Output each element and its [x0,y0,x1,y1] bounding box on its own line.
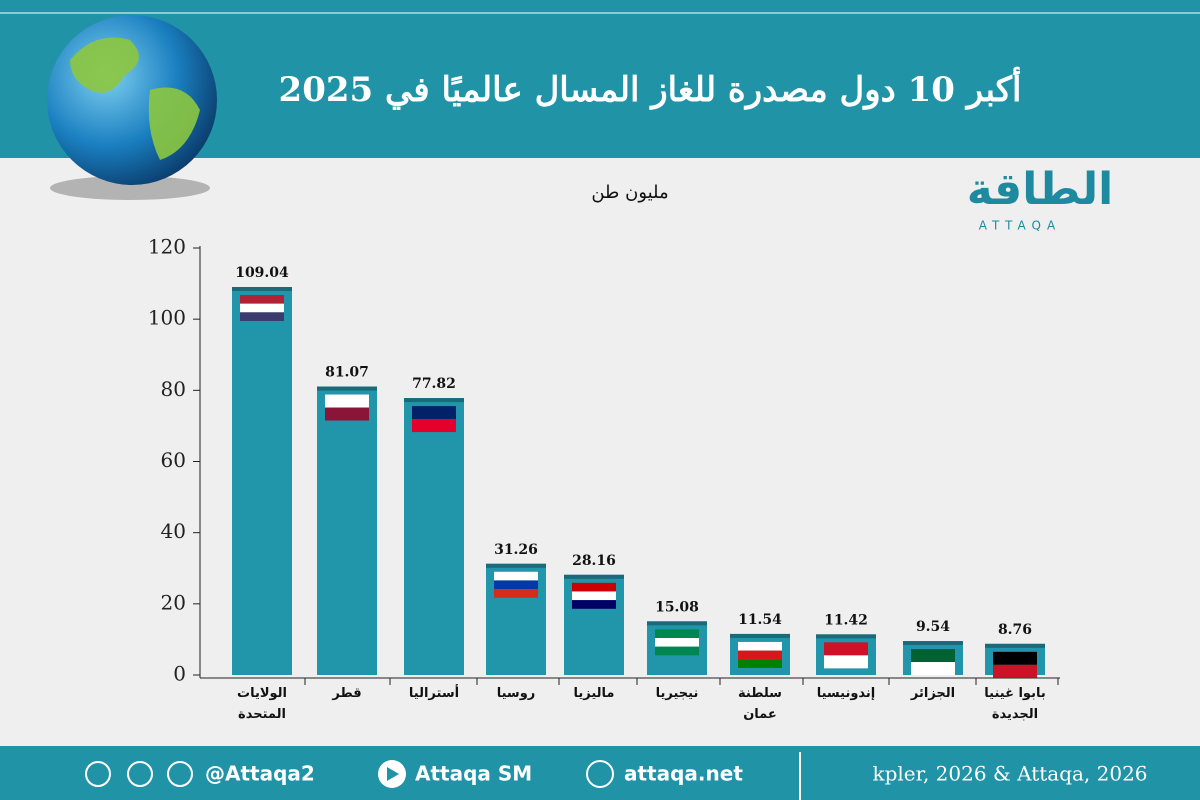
flag [572,591,616,601]
bar-cap [232,286,292,291]
y-tick-label: 0 [173,662,186,686]
bar-cap [486,563,546,568]
x-tick-label: الجزائر [910,686,956,701]
flag [911,662,955,676]
flag [993,664,1037,678]
x-tick-label: الولايات المتحدة [237,686,287,722]
x-tick-label: أستراليا [408,686,460,701]
flag [572,600,616,609]
flag [993,651,1037,665]
bar-cap [903,641,963,646]
value-label: 77.82 [412,376,456,392]
flag [325,394,369,408]
value-label: 31.26 [494,542,538,558]
flag [655,638,699,647]
facebook-icon[interactable] [167,761,193,787]
y-tick-label: 100 [148,306,186,330]
flag [412,406,456,420]
bar-cap [985,643,1045,648]
flag [824,642,868,656]
flag [824,655,868,669]
web-icon[interactable] [586,760,614,788]
header-rule [0,12,1200,14]
source: kpler, 2026 & Attaqa, 2026 [872,762,1147,786]
x-icon[interactable] [85,761,111,787]
bar [232,286,292,675]
flag [572,582,616,592]
flag [412,419,456,433]
value-label: 11.54 [738,612,782,628]
x-tick-label: نيجيريا [655,686,699,701]
x-tick-label: ماليزيا [573,686,615,701]
flag [738,650,782,660]
flag [655,646,699,656]
x-tick-label: إندونيسيا [816,686,876,701]
channel[interactable]: Attaqa SM [415,762,532,786]
x-tick-label: سلطنة عمان [738,686,782,722]
globe-shadow [50,176,210,200]
flag [240,312,284,321]
bar [404,398,464,675]
flag [655,629,699,639]
bar-cap [730,633,790,638]
flag [911,649,955,663]
logo: الطاقة [967,164,1113,215]
bar-cap [816,634,876,639]
flag [494,580,538,590]
value-label: 109.04 [235,265,289,281]
site[interactable]: attaqa.net [624,762,743,786]
flag [494,589,538,598]
value-label: 9.54 [916,619,950,635]
bar-cap [647,621,707,626]
bar-cap [564,574,624,579]
y-tick-label: 20 [161,590,186,614]
bar-cap [317,386,377,391]
handle[interactable]: @Attaqa2 [205,762,315,786]
value-label: 28.16 [572,553,616,569]
bar [317,386,377,675]
bar-cap [404,398,464,403]
y-tick-label: 120 [148,235,186,259]
flag [738,659,782,668]
footer-band [0,746,1200,800]
flag [240,294,284,304]
instagram-icon[interactable] [127,761,153,787]
y-tick-label: 60 [161,448,186,472]
youtube-play [387,767,399,781]
value-label: 11.42 [824,612,868,628]
y-tick-label: 80 [161,377,186,401]
x-tick-label: روسيا [496,686,536,701]
flag [325,407,369,421]
logo-latin: ATTAQA [979,219,1061,233]
flag [738,641,782,651]
chart-title: أكبر 10 دول مصدرة للغاز المسال عالميًا ف… [279,67,1022,110]
y-tick-label: 40 [161,519,186,543]
unit-label: مليون طن [591,182,668,203]
value-label: 8.76 [998,622,1032,638]
flag [240,303,284,313]
globe-land [70,37,200,160]
flag [494,571,538,581]
x-tick-label: قطر [332,686,362,701]
value-label: 81.07 [325,365,369,381]
value-label: 15.08 [655,599,699,615]
x-tick-label: بابوا غينيا الجديدة [984,686,1046,722]
